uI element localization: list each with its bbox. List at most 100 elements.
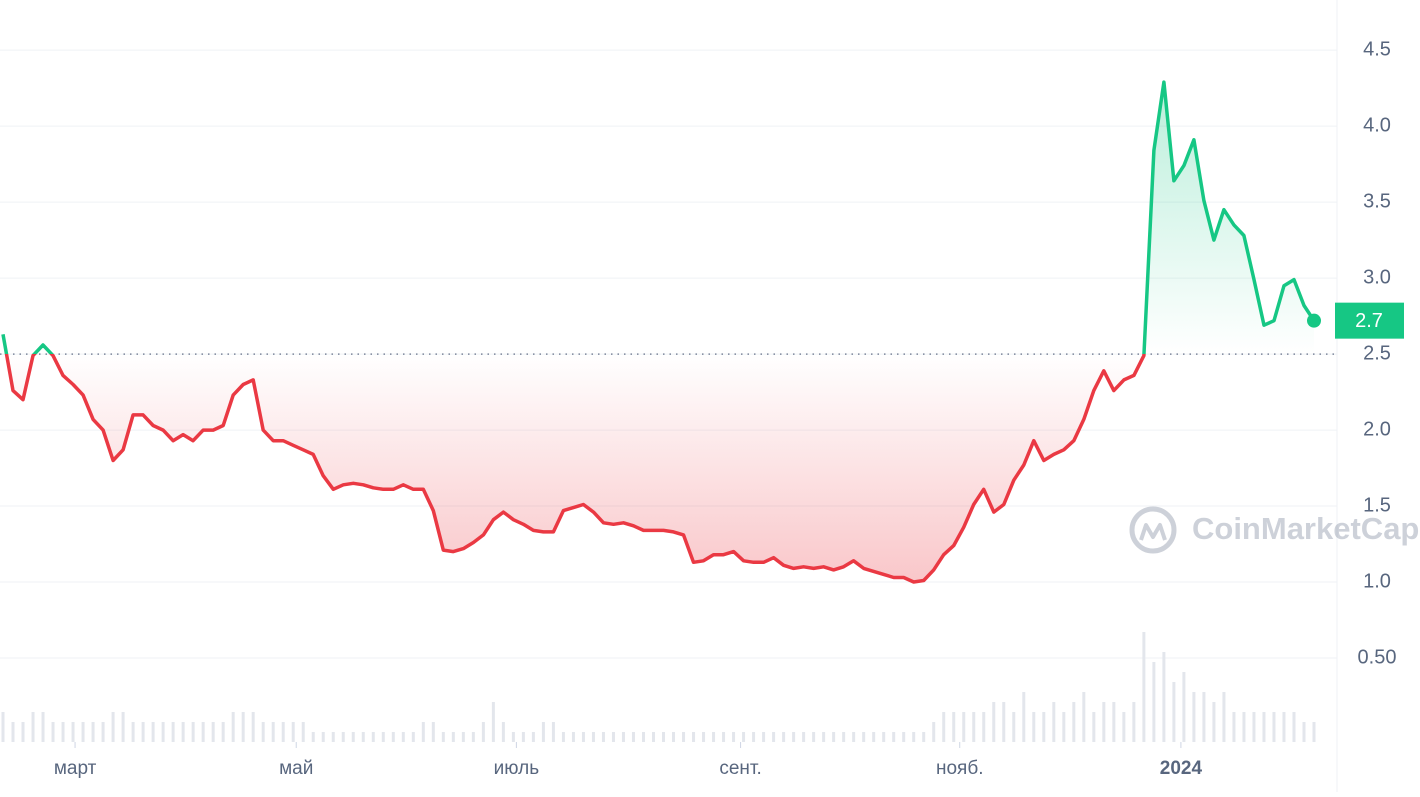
volume-bar [1252,712,1256,742]
volume-bar [171,722,175,742]
volume-bar [191,722,195,742]
volume-bar [1262,712,1266,742]
volume-bar [11,722,15,742]
volume-bar [141,722,145,742]
volume-bar [1312,722,1316,742]
volume-bar [682,732,686,742]
volume-bar [962,712,966,742]
volume-bar [231,712,235,742]
watermark-text: CoinMarketCap [1192,511,1419,546]
volume-bar [221,722,225,742]
x-tick-label: нояб. [936,758,984,779]
volume-bar [561,732,565,742]
volume-bar [331,732,335,742]
volume-bar [692,732,696,742]
volume-bar [601,732,605,742]
volume-bar [1142,632,1146,742]
volume-bar [571,732,575,742]
volume-bar [742,732,746,742]
volume-bar [541,722,545,742]
volume-bar [702,732,706,742]
volume-bar [301,722,305,742]
volume-bar [411,732,415,742]
volume-bar [251,712,255,742]
y-tick-label: 2.5 [1363,342,1391,364]
volume-bar [351,732,355,742]
volume-bar [1202,692,1206,742]
volume-bar [81,722,85,742]
volume-bar [1082,692,1086,742]
volume-bar [21,722,25,742]
volume-bar [852,732,856,742]
volume-bar [441,732,445,742]
volume-bar [822,732,826,742]
volume-bar [722,732,726,742]
volume-bar [61,722,65,742]
volume-bar [1042,712,1046,742]
volume-bar [1292,712,1296,742]
volume-bar [922,732,926,742]
volume-bar [752,732,756,742]
volume-bar [131,722,135,742]
volume-bar [1022,692,1026,742]
volume-bar [161,722,165,742]
volume-bar [1272,712,1276,742]
volume-bar [391,732,395,742]
y-tick-label: 2.0 [1363,418,1391,440]
volume-bar [281,722,285,742]
volume-bar [1162,652,1166,742]
volume-bar [151,722,155,742]
volume-bar [311,732,315,742]
y-tick-label: 1.5 [1363,494,1391,516]
volume-bar [371,732,375,742]
volume-bar [1032,712,1036,742]
volume-bar [732,732,736,742]
volume-bar [792,732,796,742]
volume-bar [872,732,876,742]
volume-bar [121,712,125,742]
volume-bar [1062,712,1066,742]
volume-bar [631,732,635,742]
volume-bar [1232,712,1236,742]
volume-bar [431,722,435,742]
volume-bar [1122,712,1126,742]
volume-bar [1182,672,1186,742]
volume-bar [1222,692,1226,742]
x-tick-label: май [279,758,313,779]
volume-bar [41,712,45,742]
volume-bar [101,722,105,742]
x-tick-label: март [54,758,97,779]
volume-bar [862,732,866,742]
volume-bar [932,722,936,742]
volume-bar [1192,692,1196,742]
volume-bar [672,732,676,742]
volume-bar [71,722,75,742]
y-tick-label: 1.0 [1363,570,1391,592]
price-tag-label: 2.7 [1355,310,1383,332]
volume-bar [241,712,245,742]
x-tick-label: 2024 [1160,758,1203,779]
volume-bar [902,732,906,742]
volume-bar [892,732,896,742]
y-tick-label: 3.5 [1363,190,1391,212]
volume-bar [641,732,645,742]
volume-bar [972,712,976,742]
volume-bar [1242,712,1246,742]
volume-bar [471,732,475,742]
volume-bar [1052,702,1056,742]
volume-bar [31,712,35,742]
volume-bar [842,732,846,742]
y-tick-label: 3.0 [1363,266,1391,288]
volume-bar [551,722,555,742]
volume-bar [772,732,776,742]
volume-bar [1132,702,1136,742]
volume-bar [361,732,365,742]
y-tick-label: 4.0 [1363,114,1391,136]
volume-bar [51,722,55,742]
volume-bar [461,732,465,742]
volume-bar [261,722,265,742]
volume-bar [621,732,625,742]
volume-bar [531,732,535,742]
